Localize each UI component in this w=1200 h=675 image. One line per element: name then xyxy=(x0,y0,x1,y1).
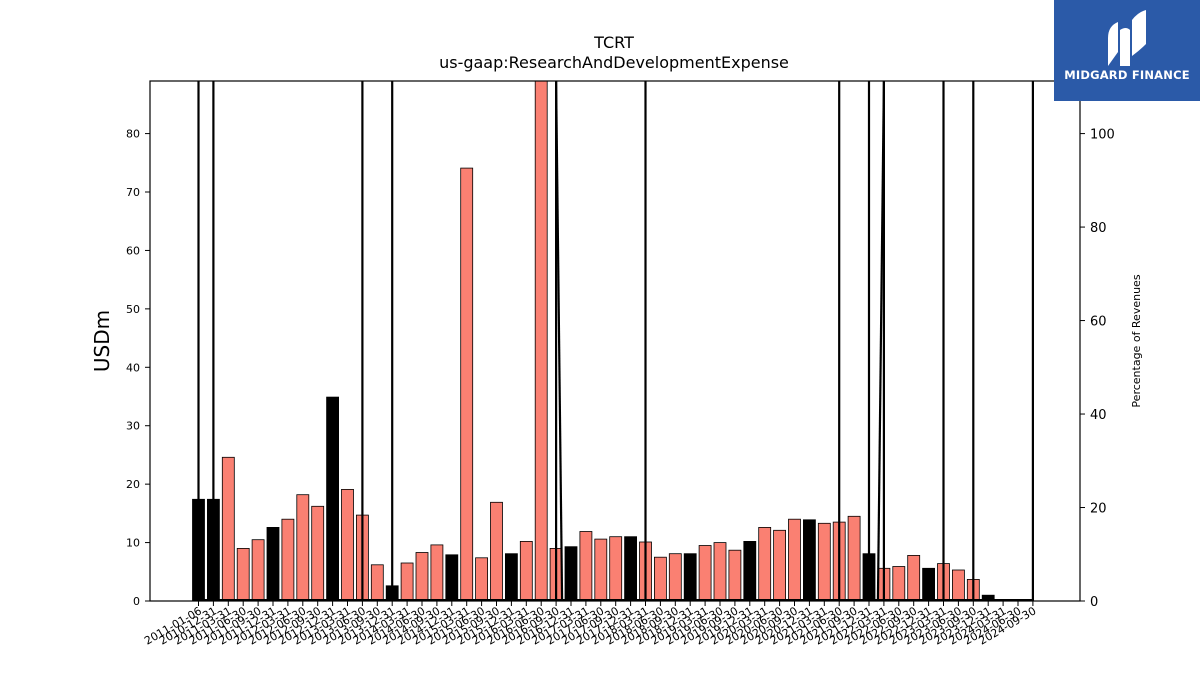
right-axis-label: Percentage of Revenues xyxy=(1130,274,1143,407)
bar xyxy=(803,519,816,602)
y-tick-label: 30 xyxy=(126,420,140,433)
y-tick-label: 40 xyxy=(126,361,140,374)
bar xyxy=(370,564,384,602)
bar xyxy=(609,536,623,602)
bar xyxy=(817,522,831,602)
right-tick-label: 20 xyxy=(1090,502,1107,517)
bar xyxy=(281,518,295,602)
bar xyxy=(415,552,429,602)
bar xyxy=(713,542,727,602)
bar xyxy=(922,567,935,602)
y-tick-label: 10 xyxy=(126,537,140,550)
bar xyxy=(907,555,921,602)
bar xyxy=(847,515,861,602)
y-axis-label: USDm xyxy=(90,310,114,372)
bar xyxy=(221,456,235,602)
right-tick-label: 80 xyxy=(1090,221,1107,236)
bar xyxy=(654,556,667,602)
logo-mark-icon xyxy=(1108,10,1146,66)
y-tick-label: 60 xyxy=(126,244,140,257)
bar xyxy=(668,553,682,602)
bar xyxy=(743,541,757,602)
bar xyxy=(430,544,444,602)
bar xyxy=(490,501,503,602)
y-tick-label: 0 xyxy=(133,595,140,608)
y-tick-label: 80 xyxy=(126,128,140,141)
bar xyxy=(564,546,578,602)
right-tick-label: 40 xyxy=(1090,408,1107,423)
bar xyxy=(266,527,280,602)
bar xyxy=(698,545,712,602)
ratio-line xyxy=(555,81,564,601)
left-axis-ticks: 0 10 20 30 40 50 60 70 80 xyxy=(126,128,150,608)
x-axis-ticks: 2011-01-062010-12-312011-03-312011-06-30… xyxy=(142,601,1038,648)
bars-group xyxy=(192,80,995,602)
midgard-finance-logo: MIDGARD FINANCE xyxy=(1054,0,1200,101)
bar xyxy=(892,566,906,602)
bar xyxy=(326,396,340,602)
bar xyxy=(534,80,548,602)
plot-frame xyxy=(149,80,1081,602)
right-tick-label: 100 xyxy=(1090,128,1115,143)
bar xyxy=(579,531,593,602)
bar xyxy=(788,518,801,602)
ratio-lines-group xyxy=(197,81,1035,601)
bar xyxy=(475,557,489,602)
chart-title: TCRT xyxy=(593,33,634,52)
right-tick-label: 0 xyxy=(1090,595,1098,610)
y-tick-label: 70 xyxy=(126,186,140,199)
bar xyxy=(758,527,772,602)
bar xyxy=(460,167,474,602)
bar xyxy=(311,505,325,602)
bar xyxy=(341,488,354,602)
bar xyxy=(683,553,697,602)
chart-subtitle: us-gaap:ResearchAndDevelopmentExpense xyxy=(439,53,789,72)
bar xyxy=(296,494,310,602)
bar xyxy=(773,529,786,602)
bar xyxy=(519,541,533,602)
ratio-line xyxy=(876,81,885,601)
bar xyxy=(952,569,965,602)
bar xyxy=(504,553,518,602)
bar xyxy=(236,548,250,602)
bar xyxy=(728,549,742,602)
bar xyxy=(594,538,608,602)
bar xyxy=(400,562,414,602)
right-axis-ticks: 0 20 40 60 80 100 xyxy=(1080,128,1115,610)
bar xyxy=(251,539,265,602)
logo-text: MIDGARD FINANCE xyxy=(1064,68,1190,82)
y-tick-label: 50 xyxy=(126,303,140,316)
bar xyxy=(624,536,637,602)
bar xyxy=(445,554,459,602)
y-tick-label: 20 xyxy=(126,478,140,491)
right-tick-label: 60 xyxy=(1090,315,1107,330)
